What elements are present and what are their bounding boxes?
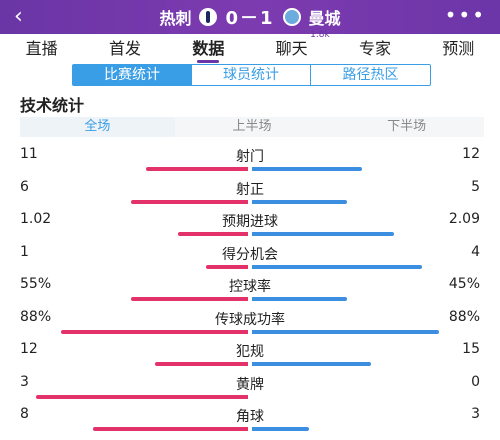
period-full-match[interactable]: 全场 — [20, 117, 175, 137]
stat-label: 控球率 — [229, 279, 271, 295]
stat-label: 传球成功率 — [215, 311, 285, 328]
home-value: 3 — [20, 373, 29, 390]
away-bar — [252, 264, 422, 269]
home-value: 8 — [20, 406, 29, 422]
period-filter: 全场 上半场 下半场 — [20, 117, 484, 137]
tab-label: 聊天 — [275, 39, 308, 58]
match-score: 0－1 — [225, 8, 275, 29]
stat-row: 88% 传球成功率 88% — [0, 305, 500, 337]
home-bar — [131, 297, 248, 301]
stat-label: 射正 — [236, 181, 264, 198]
spurs-logo-icon — [199, 8, 218, 26]
tab-expert[interactable]: 专家 — [355, 35, 395, 59]
stat-label: 犯规 — [236, 344, 264, 360]
tab-label: 首发 — [108, 39, 141, 58]
away-bar — [252, 362, 371, 366]
stat-row: 3 黄牌 0 — [0, 370, 500, 402]
chevron-left-icon[interactable]: ‹ — [14, 4, 23, 29]
home-bar — [206, 264, 248, 269]
tab-label: 预测 — [442, 39, 475, 58]
home-value: 1 — [20, 243, 29, 260]
chat-count-badge: 1.8k — [310, 30, 330, 40]
away-bar — [252, 297, 347, 301]
away-value: 2.09 — [448, 211, 480, 227]
home-bar — [178, 232, 248, 236]
top-bar: ‹ 热刺 0－1 曼城 ••• — [0, 0, 500, 34]
segment-match-stats[interactable]: 比赛统计 — [73, 65, 192, 85]
away-team-name[interactable]: 曼城 — [308, 9, 341, 28]
segment-heatmap[interactable]: 路径热区 — [342, 67, 399, 83]
home-team-name[interactable]: 热刺 — [159, 9, 192, 28]
period-first-half[interactable]: 上半场 — [232, 119, 272, 134]
stat-row: 1.02 预期进球 2.09 — [0, 207, 500, 239]
man-city-logo-icon — [282, 8, 301, 26]
match-header: 热刺 0－1 曼城 — [0, 0, 500, 34]
tab-live[interactable]: 直播 — [22, 35, 62, 59]
tab-label: 专家 — [358, 39, 391, 58]
home-bar — [61, 329, 248, 334]
stats-segment-control: 比赛统计 球员统计 路径热区 — [72, 64, 431, 86]
segment-player-stats[interactable]: 球员统计 — [192, 65, 311, 85]
away-value: 12 — [462, 146, 480, 162]
home-value: 55% — [20, 276, 52, 292]
stat-row: 1 得分机会 4 — [0, 240, 500, 272]
home-value: 88% — [20, 308, 52, 325]
home-bar — [155, 362, 248, 366]
tab-lineup[interactable]: 首发 — [105, 35, 145, 59]
stat-row: 8 角球 3 — [0, 402, 500, 434]
away-bar — [252, 427, 309, 431]
away-value: 45% — [448, 276, 480, 292]
stat-label: 角球 — [236, 409, 264, 425]
away-bar — [252, 167, 362, 171]
home-bar — [146, 167, 248, 171]
stat-label: 射门 — [236, 149, 264, 165]
away-bar — [252, 232, 394, 236]
tab-label: 数据 — [192, 39, 225, 58]
main-tabs: 直播 首发 数据 聊天 1.8k 专家 预测 — [0, 30, 500, 63]
away-bar — [252, 329, 439, 334]
stat-label: 黄牌 — [236, 376, 264, 393]
away-value: 5 — [471, 178, 480, 195]
stat-row: 12 犯规 15 — [0, 337, 500, 369]
home-value: 1.02 — [20, 211, 52, 227]
home-bar — [93, 427, 248, 431]
tab-data[interactable]: 数据 — [188, 35, 228, 63]
away-value: 3 — [471, 406, 480, 422]
home-bar — [36, 394, 248, 399]
section-title: 技术统计 — [20, 96, 85, 115]
period-second-half[interactable]: 下半场 — [387, 119, 427, 134]
stat-row: 55% 控球率 45% — [0, 272, 500, 304]
home-value: 11 — [20, 146, 38, 162]
stat-row: 6 射正 5 — [0, 175, 500, 207]
away-value: 0 — [471, 373, 480, 390]
tab-label: 直播 — [25, 39, 58, 58]
more-dots-icon[interactable]: ••• — [444, 3, 486, 27]
stat-label: 预期进球 — [222, 214, 278, 230]
home-bar — [131, 199, 248, 204]
home-value: 6 — [20, 178, 29, 195]
home-value: 12 — [20, 341, 38, 357]
away-bar — [252, 199, 347, 204]
away-value: 15 — [462, 341, 480, 357]
tab-chat[interactable]: 聊天 1.8k — [272, 30, 330, 59]
away-value: 4 — [471, 243, 480, 260]
stat-label: 得分机会 — [222, 246, 278, 263]
tab-prediction[interactable]: 预测 — [438, 35, 478, 59]
stat-row: 11 射门 12 — [0, 142, 500, 174]
away-value: 88% — [448, 308, 480, 325]
